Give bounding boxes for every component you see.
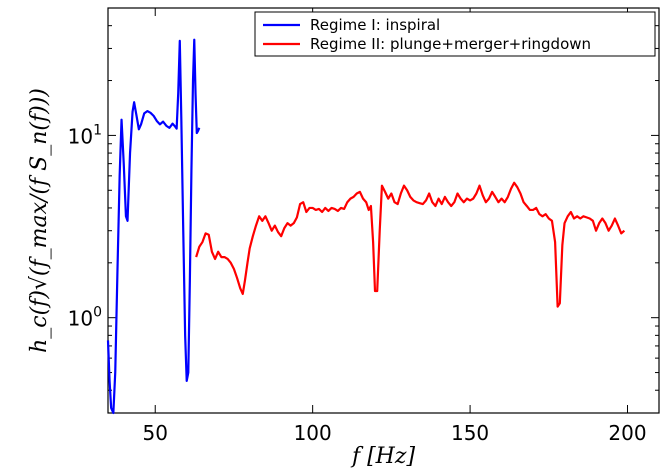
x-tick-label-150: 150 [451,421,489,445]
x-tick-label-50: 50 [143,421,168,445]
x-tick-label-200: 200 [608,421,646,445]
legend-box [254,11,656,57]
x-axis-label: f [Hz] [350,444,415,469]
y-tick-label-0: 100 [68,305,102,331]
axis-ticks: 50 100 150 200 100 101 [68,7,659,445]
series-line-1 [106,38,201,415]
legend-label-1: Regime I: inspiral [310,16,440,34]
x-tick-label-100: 100 [294,421,332,445]
series-layer [106,38,626,415]
series-line-2 [195,181,626,308]
plot-area-frame [107,7,660,414]
y-axis-label: h_c(f)√(f_max/(f S_n(f))) [27,88,52,353]
y-tick-label-1: 101 [68,122,102,148]
legend-label-2: Regime II: plunge+merger+ringdown [310,35,591,53]
